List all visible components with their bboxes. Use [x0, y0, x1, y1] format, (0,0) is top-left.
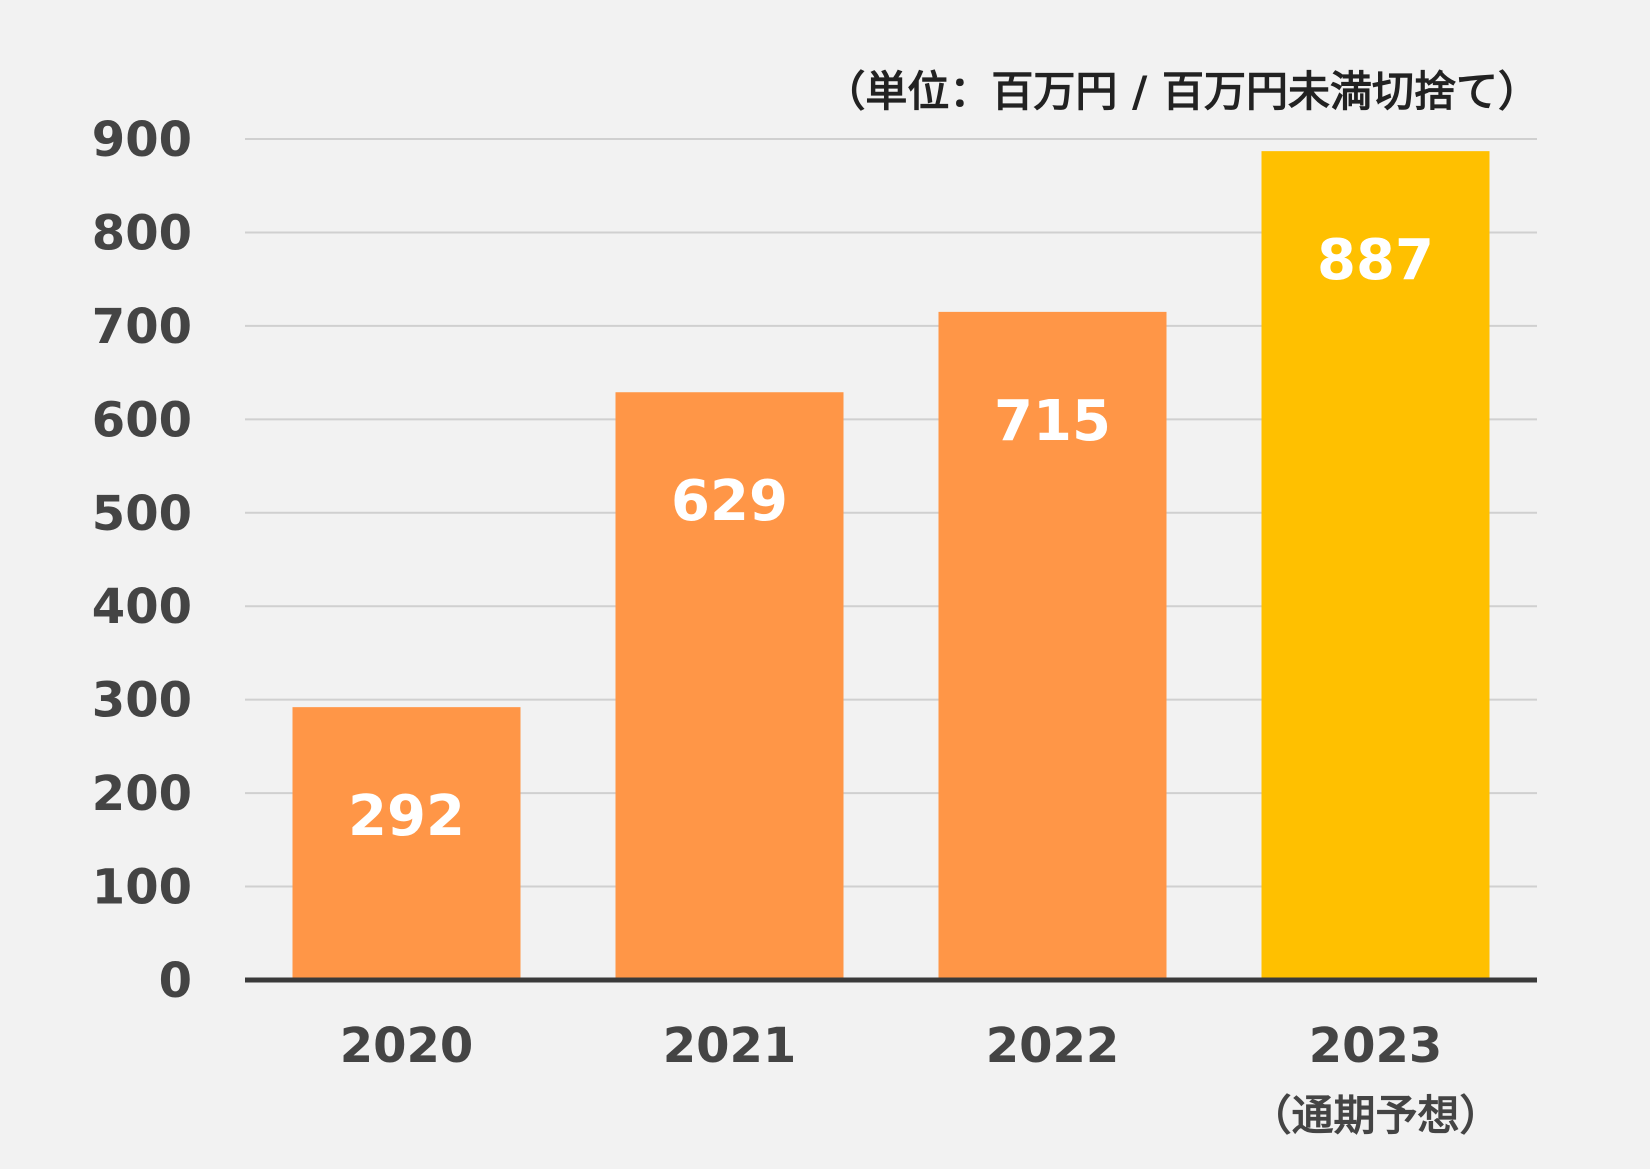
y-tick-label: 600 [92, 392, 192, 448]
bars [292, 151, 1490, 981]
x-tick-label: 2023 [1309, 1018, 1443, 1074]
y-tick-label: 0 [159, 953, 192, 1009]
y-tick-label: 900 [92, 112, 192, 168]
y-tick-label: 800 [92, 205, 192, 261]
data-label: 715 [994, 389, 1111, 454]
y-tick-label: 400 [92, 579, 192, 635]
data-labels: 292 629 715 887 [348, 228, 1434, 849]
y-tick-labels: 0 100 200 300 400 500 600 700 800 900 [92, 112, 192, 1009]
bar-2023 [1261, 151, 1490, 981]
bar-2020 [292, 707, 521, 980]
bar-2021 [615, 392, 844, 980]
data-label: 629 [671, 469, 788, 534]
data-label: 292 [348, 784, 465, 849]
y-tick-label: 500 [92, 486, 192, 542]
x-tick-note: （通期予想） [1249, 1091, 1501, 1140]
x-tick-label: 2020 [340, 1018, 474, 1074]
y-tick-label: 700 [92, 299, 192, 355]
y-tick-label: 200 [92, 766, 192, 822]
data-label: 887 [1317, 228, 1434, 293]
x-tick-label: 2022 [986, 1018, 1120, 1074]
x-tick-labels: 2020 2021 2022 2023 （通期予想） [340, 1018, 1502, 1140]
y-tick-label: 300 [92, 673, 192, 729]
unit-note: （単位：百万円 / 百万円未満切捨て） [823, 67, 1540, 116]
x-tick-label: 2021 [663, 1018, 797, 1074]
bar-2022 [938, 311, 1167, 981]
y-tick-label: 100 [92, 860, 192, 916]
